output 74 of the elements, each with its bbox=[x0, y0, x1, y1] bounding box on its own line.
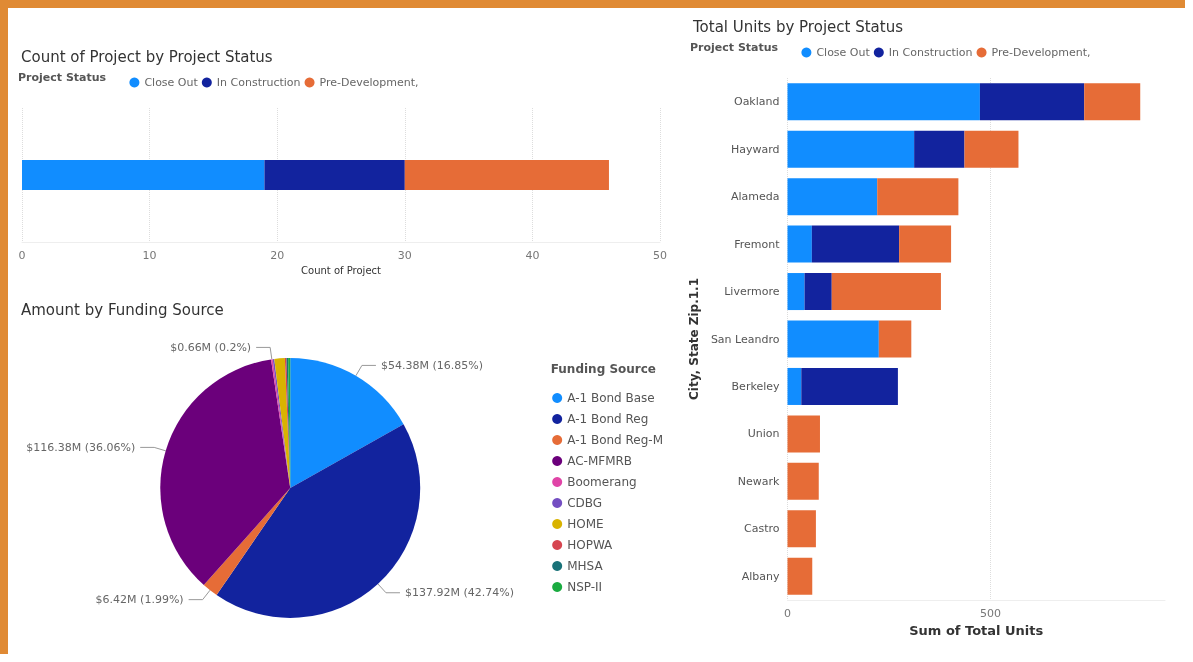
bar bbox=[787, 367, 802, 405]
bar bbox=[979, 83, 1085, 121]
legend-label: CDBG bbox=[567, 496, 603, 510]
legend-label: In Construction bbox=[888, 46, 973, 59]
x-tick-label: 0 bbox=[18, 249, 26, 262]
data-label: $137.92M (42.74%) bbox=[404, 586, 514, 600]
y-tick-label: Hayward bbox=[730, 142, 780, 156]
data-label: $54.38M (16.85%) bbox=[380, 358, 483, 372]
bar bbox=[804, 273, 832, 311]
y-tick-label: Oakland bbox=[733, 95, 780, 109]
y-tick-label: Castro bbox=[744, 522, 780, 536]
legend-label: HOME bbox=[567, 517, 604, 531]
bar bbox=[964, 130, 1019, 168]
legend-label: Pre-Development, bbox=[991, 46, 1091, 59]
y-tick-label: Union bbox=[747, 427, 780, 441]
y-tick-label: Newark bbox=[737, 474, 781, 488]
bar bbox=[899, 225, 952, 263]
chart-title: Total Units by Project Status bbox=[692, 17, 904, 36]
legend-label: In Construction bbox=[216, 76, 301, 89]
legend-label: NSP-II bbox=[567, 580, 603, 594]
legend-label: A-1 Bond Reg bbox=[567, 412, 649, 426]
bar bbox=[787, 320, 879, 358]
legend-label: Close Out bbox=[144, 76, 199, 89]
x-tick-label: 50 bbox=[653, 249, 667, 262]
legend-title: Project Status bbox=[690, 41, 779, 54]
y-tick-label: Berkeley bbox=[731, 379, 780, 393]
x-tick-label: 10 bbox=[142, 249, 157, 262]
bar bbox=[787, 557, 813, 595]
bar bbox=[404, 160, 609, 190]
y-tick-label: San Leandro bbox=[710, 332, 780, 346]
bar bbox=[787, 225, 812, 263]
legend-label: Boomerang bbox=[567, 475, 637, 489]
x-axis-title: Sum of Total Units bbox=[909, 622, 1044, 638]
bar bbox=[877, 178, 959, 216]
y-axis-title: City, State Zip.1.1 bbox=[687, 277, 701, 401]
bar bbox=[264, 160, 405, 190]
y-tick-label: Fremont bbox=[734, 237, 781, 251]
bar bbox=[801, 367, 898, 405]
bar bbox=[787, 462, 819, 500]
legend-label: AC-MFMRB bbox=[567, 454, 633, 468]
x-axis-title: Count of Project bbox=[301, 265, 382, 277]
legend-title: Funding Source bbox=[550, 362, 657, 376]
legend-label: HOPWA bbox=[567, 538, 614, 552]
legend-label: A-1 Bond Reg-M bbox=[567, 433, 664, 447]
legend-title: Project Status bbox=[18, 71, 107, 84]
data-label: $116.38M (36.06%) bbox=[26, 440, 136, 454]
bar bbox=[787, 130, 915, 168]
data-label: $6.42M (1.99%) bbox=[95, 593, 184, 607]
y-tick-label: Livermore bbox=[724, 285, 780, 299]
bar bbox=[787, 178, 878, 216]
bar bbox=[1084, 83, 1141, 121]
bar bbox=[22, 160, 265, 190]
bar bbox=[811, 225, 900, 263]
y-tick-label: Alameda bbox=[730, 190, 780, 204]
bar bbox=[914, 130, 965, 168]
legend-label: Pre-Development, bbox=[319, 76, 419, 89]
bar bbox=[831, 273, 941, 311]
y-tick-label: Albany bbox=[741, 569, 780, 583]
bar bbox=[787, 510, 816, 548]
x-tick-label: 40 bbox=[525, 249, 540, 262]
legend-label: A-1 Bond Base bbox=[567, 391, 655, 405]
bar bbox=[787, 83, 980, 121]
chart-title: Amount by Funding Source bbox=[21, 300, 224, 319]
chart-title: Count of Project by Project Status bbox=[21, 47, 273, 66]
bar bbox=[878, 320, 912, 358]
x-tick-label: 20 bbox=[270, 249, 285, 262]
legend-label: MHSA bbox=[567, 559, 604, 573]
x-tick-label: 0 bbox=[784, 607, 791, 620]
x-tick-label: 30 bbox=[397, 249, 412, 262]
x-tick-label: 500 bbox=[979, 607, 1001, 620]
bar bbox=[787, 415, 820, 453]
legend-label: Close Out bbox=[816, 46, 871, 59]
bar bbox=[787, 273, 805, 311]
data-label: $0.66M (0.2%) bbox=[170, 340, 252, 354]
